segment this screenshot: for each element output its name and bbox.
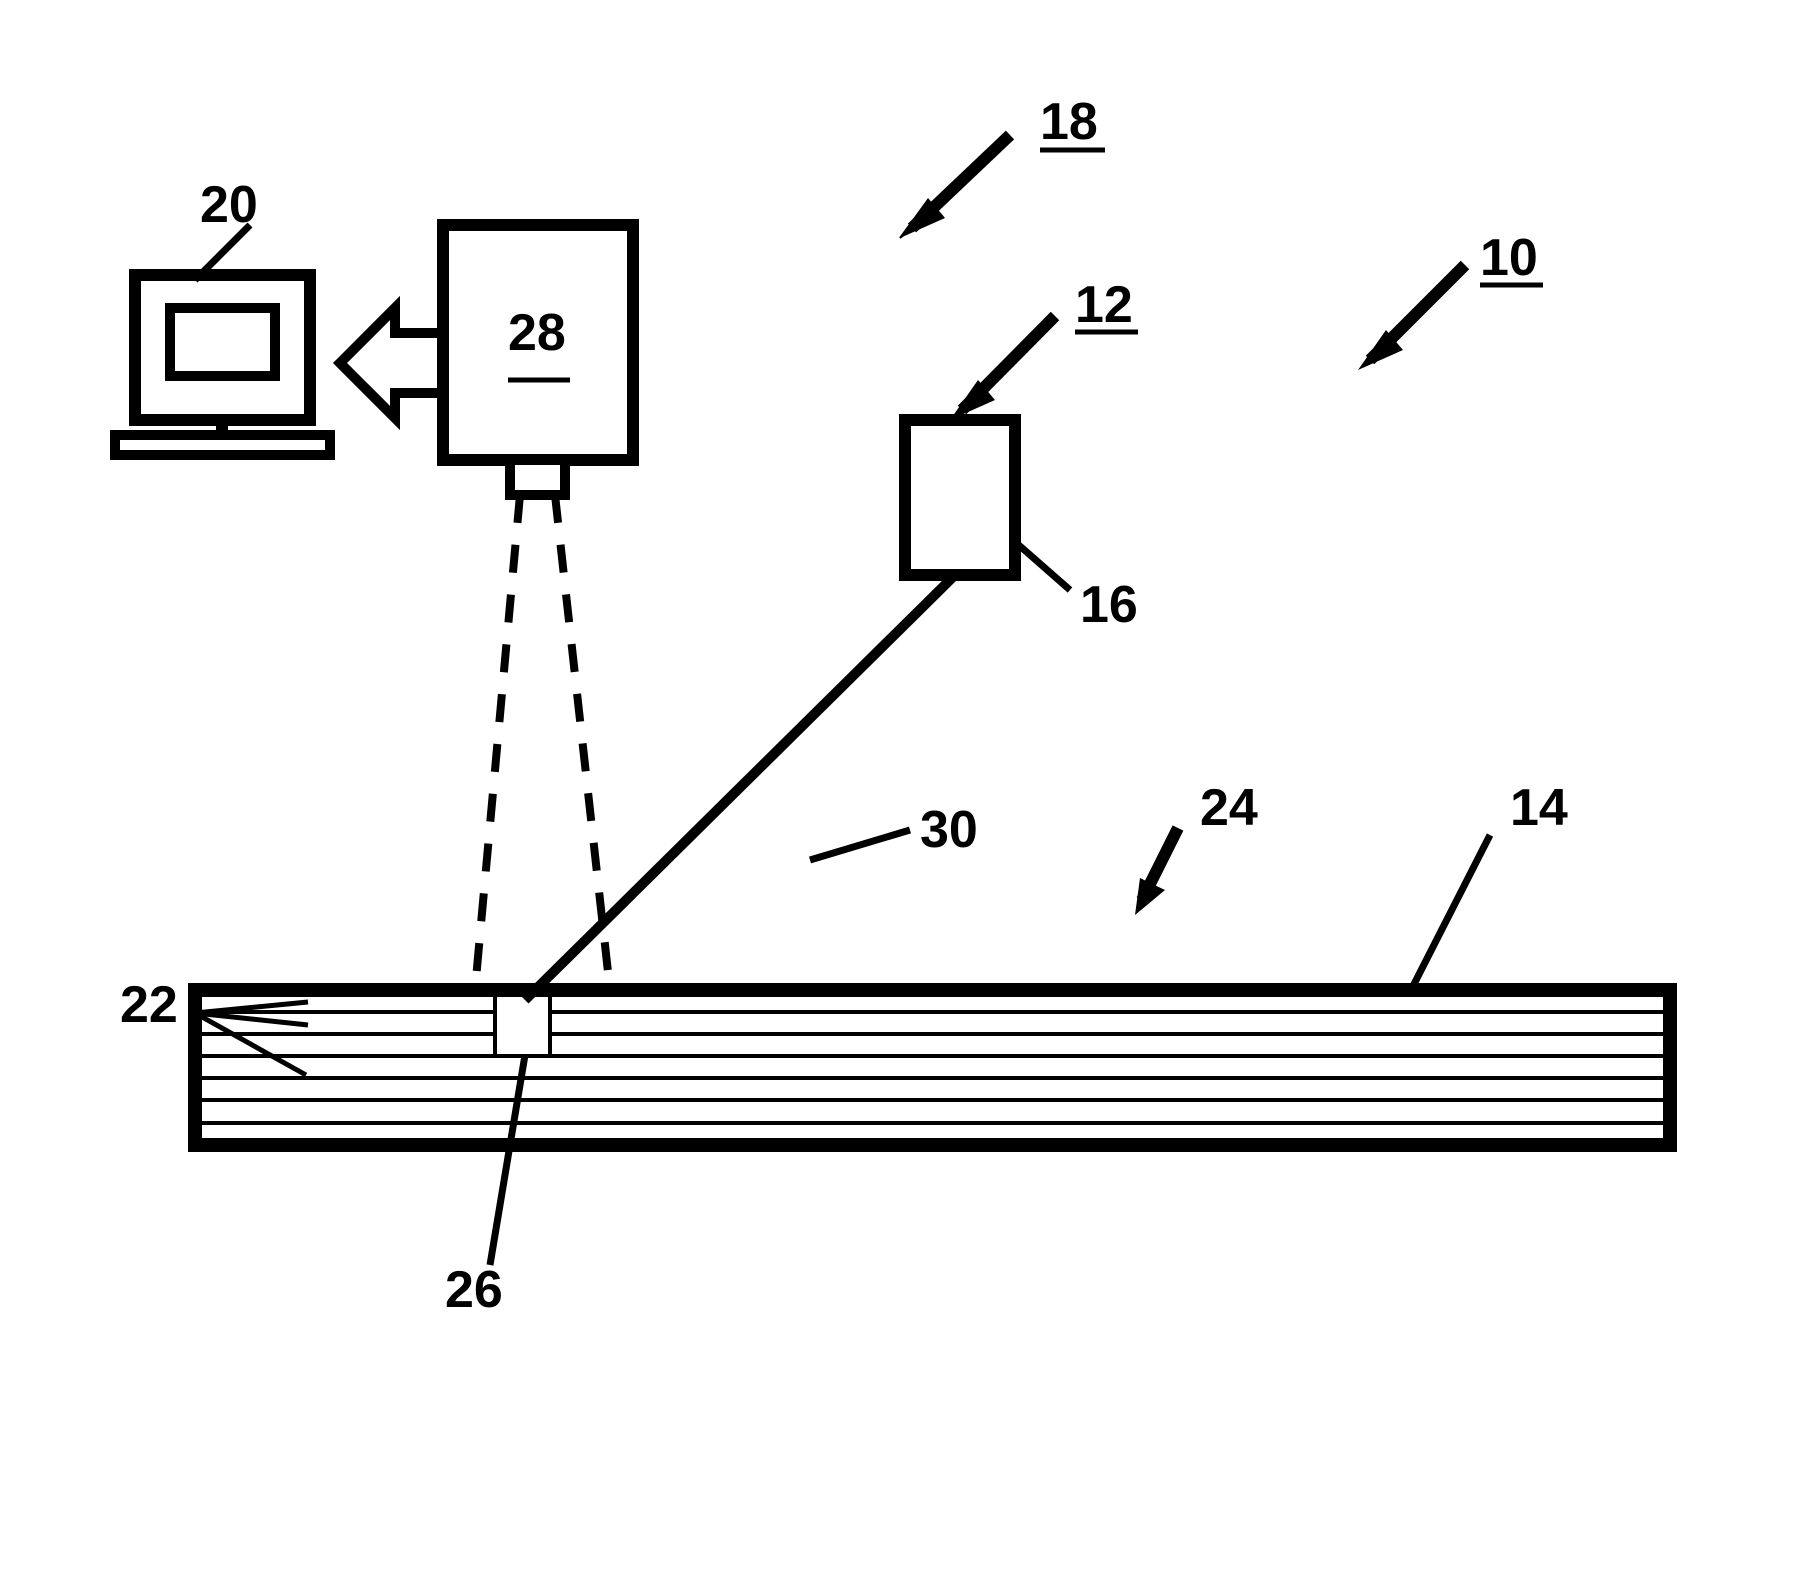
label-16: 16 [1080, 575, 1138, 635]
label-20: 20 [200, 175, 258, 235]
label-12: 12 [1075, 275, 1133, 335]
label-24: 24 [1200, 778, 1258, 838]
data-arrow [340, 308, 443, 420]
label-30: 30 [920, 800, 978, 860]
label-22: 22 [120, 975, 178, 1035]
diagram-canvas: 18 20 28 12 10 16 30 24 14 22 26 [0, 0, 1813, 1571]
label-18: 18 [1040, 92, 1098, 152]
label-10: 10 [1480, 228, 1538, 288]
substrate-layers [200, 997, 1665, 1123]
label-28: 28 [508, 303, 566, 363]
emitter-box [905, 420, 1015, 575]
view-line-left [475, 495, 520, 990]
view-line-right [555, 495, 610, 990]
computer [115, 275, 330, 455]
laser-line [525, 575, 955, 1000]
label-26: 26 [445, 1260, 503, 1320]
label-14: 14 [1510, 778, 1568, 838]
